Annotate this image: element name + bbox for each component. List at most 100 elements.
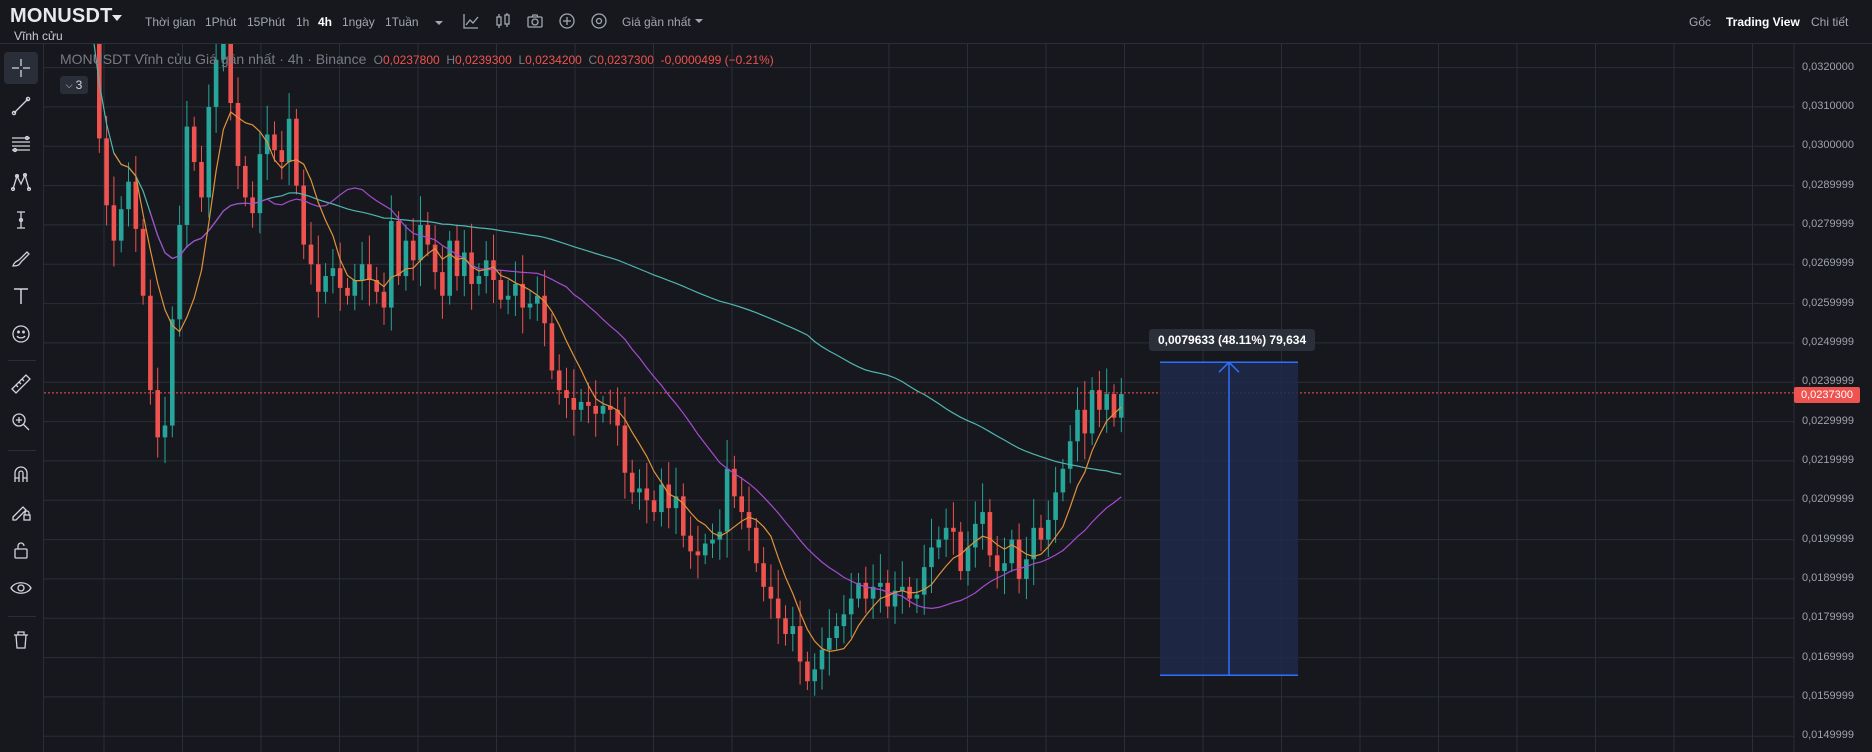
- candle-down: [542, 295, 547, 324]
- eye-icon[interactable]: [4, 572, 38, 604]
- candle-up: [1089, 390, 1095, 434]
- timeframe-15m[interactable]: 15Phút: [247, 15, 286, 29]
- timeframe-1d[interactable]: 1ngày: [342, 15, 375, 29]
- price-axis-label: 0,0209999: [1802, 493, 1854, 506]
- candle-down: [593, 405, 598, 414]
- price-chart[interactable]: [44, 44, 1872, 752]
- candle-down: [783, 618, 788, 634]
- timeframe-time[interactable]: Thời gian: [145, 15, 196, 29]
- price-axis-label: 0,0259999: [1802, 296, 1854, 309]
- timeframe-1w[interactable]: 1Tuần: [385, 15, 419, 29]
- candle-up: [513, 283, 518, 296]
- candle-up: [535, 295, 540, 304]
- candle-down: [644, 488, 650, 501]
- text-icon[interactable]: [4, 280, 38, 312]
- candle-up: [476, 276, 482, 284]
- candle-up: [462, 252, 467, 277]
- legend-high-key: H: [446, 53, 456, 67]
- pattern-icon[interactable]: [4, 166, 38, 198]
- candle-down: [301, 185, 306, 245]
- candle-down: [425, 224, 431, 245]
- candle-down: [272, 134, 277, 151]
- candle-up: [914, 594, 920, 599]
- tab-original[interactable]: Gốc: [1689, 15, 1712, 29]
- brush-icon[interactable]: [4, 242, 38, 274]
- candle-down: [885, 582, 890, 607]
- lock-draw-icon[interactable]: [4, 496, 38, 528]
- candle-up: [973, 523, 978, 548]
- candle-down: [739, 496, 744, 513]
- forecast-icon[interactable]: [4, 204, 38, 236]
- chart-area[interactable]: [44, 44, 1872, 752]
- price-axis-label: 0,0279999: [1802, 217, 1854, 230]
- fib-icon[interactable]: [4, 128, 38, 160]
- magnet-icon[interactable]: [4, 458, 38, 490]
- candle-up: [1104, 394, 1109, 410]
- drawing-toolbar: [0, 44, 44, 752]
- ruler-icon[interactable]: [4, 368, 38, 400]
- tab-tradingview[interactable]: Trading View: [1726, 15, 1800, 29]
- add-icon[interactable]: [558, 12, 576, 30]
- price-axis-label: 0,0310000: [1802, 99, 1854, 112]
- candle-up: [286, 118, 292, 162]
- candle-up: [578, 401, 584, 410]
- trash-icon[interactable]: [4, 624, 38, 656]
- tab-details[interactable]: Chi tiết: [1811, 15, 1849, 29]
- candle-down: [337, 268, 343, 288]
- candle-up: [403, 240, 409, 277]
- indicator-toggle[interactable]: ⌵ 3: [60, 76, 88, 94]
- candle-up: [1075, 409, 1080, 442]
- zoom-icon[interactable]: [4, 406, 38, 438]
- chevron-down-icon: ⌵: [65, 79, 73, 90]
- ma-mid-line: [149, 187, 1122, 610]
- contract-type: Vĩnh cửu: [14, 29, 63, 43]
- candle-down: [345, 287, 350, 296]
- chart-type-icon[interactable]: [494, 12, 512, 30]
- candle-down: [571, 398, 577, 410]
- candle-up: [389, 221, 394, 308]
- emoji-icon[interactable]: [4, 318, 38, 350]
- price-type-chevron-icon[interactable]: [690, 12, 708, 30]
- price-axis-label: 0,0249999: [1802, 335, 1854, 348]
- candle-up: [936, 539, 942, 548]
- candle-down: [863, 582, 869, 599]
- candle-down: [228, 44, 233, 104]
- price-type-selector[interactable]: Giá gần nhất: [622, 15, 691, 29]
- candle-down: [410, 240, 416, 261]
- candle-up: [264, 134, 270, 155]
- candle-up: [447, 240, 452, 296]
- indicators-icon[interactable]: [462, 12, 480, 30]
- candle-down: [1097, 390, 1102, 410]
- candle-down: [556, 370, 562, 391]
- trendline-icon[interactable]: [4, 90, 38, 122]
- legend-change: -0,0000499 (−0.21%): [660, 53, 774, 67]
- lock-icon[interactable]: [4, 534, 38, 566]
- candle-up: [1046, 519, 1051, 540]
- chevron-down-icon[interactable]: [112, 15, 122, 21]
- candle-down: [104, 138, 109, 206]
- candle-down: [797, 626, 803, 662]
- candle-down: [250, 197, 255, 214]
- crosshair-icon[interactable]: [4, 52, 38, 84]
- candle-down: [1038, 527, 1044, 540]
- candle-down: [761, 563, 766, 587]
- legend-open: 0,0237800: [382, 53, 440, 67]
- settings-icon[interactable]: [590, 12, 608, 30]
- candle-down: [440, 272, 445, 296]
- candle-down: [608, 405, 613, 410]
- candle-down: [235, 103, 241, 166]
- candle-up: [827, 637, 832, 650]
- timeframe-dropdown-icon[interactable]: [430, 14, 448, 32]
- timeframe-4h[interactable]: 4h: [318, 15, 333, 29]
- candle-down: [367, 264, 372, 280]
- candle-up: [184, 126, 190, 225]
- price-axis-label: 0,0159999: [1802, 689, 1854, 702]
- candle-up: [600, 405, 606, 414]
- candle-down: [666, 484, 671, 509]
- candle-down: [987, 512, 993, 556]
- candle-up: [841, 614, 847, 627]
- symbol-selector[interactable]: MONUSDT: [10, 5, 113, 27]
- timeframe-1m[interactable]: 1Phút: [205, 15, 237, 29]
- camera-icon[interactable]: [526, 12, 544, 30]
- timeframe-1h[interactable]: 1h: [296, 15, 310, 29]
